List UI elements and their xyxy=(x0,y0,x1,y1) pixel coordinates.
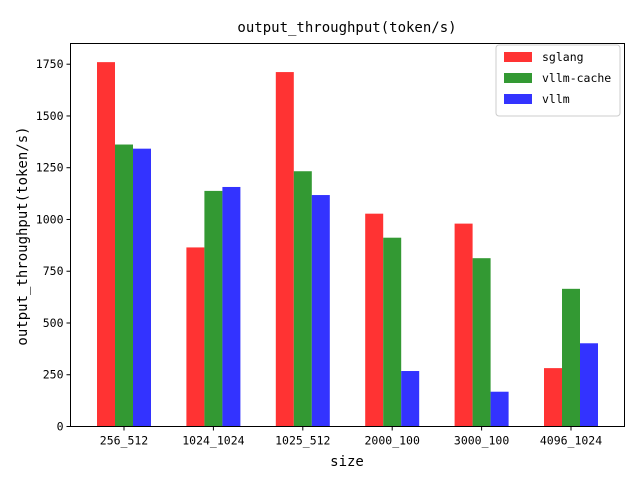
legend-label-vllm-cache: vllm-cache xyxy=(542,71,611,85)
y-tick-label: 1250 xyxy=(36,161,64,175)
y-tick-label: 1000 xyxy=(36,212,64,226)
y-tick-label: 1500 xyxy=(36,109,64,123)
x-tick-label: 1024_1024 xyxy=(182,434,244,448)
legend-swatch-vllm-cache xyxy=(504,73,532,83)
legend-label-vllm: vllm xyxy=(542,92,570,106)
y-tick-label: 500 xyxy=(43,316,64,330)
chart-title: output_throughput(token/s) xyxy=(237,20,456,36)
bar-vllm-2000_100 xyxy=(401,371,420,427)
legend: sglang vllm-cache vllm xyxy=(495,44,621,117)
bar-sglang-1024_1024 xyxy=(186,247,205,427)
bar-sglang-2000_100 xyxy=(365,213,384,427)
bar-vllm-cache-4096_1024 xyxy=(562,288,580,427)
bars-layer xyxy=(97,62,598,427)
bar-vllm-4096_1024 xyxy=(580,343,598,427)
y-axis-label: output_throughput(token/s) xyxy=(15,126,31,345)
x-tick-label: 2000_100 xyxy=(365,434,420,448)
plot-frame xyxy=(70,43,625,427)
x-tick-label: 256_512 xyxy=(100,434,148,448)
bar-sglang-256_512 xyxy=(97,62,115,427)
y-tick-label: 1750 xyxy=(36,57,64,71)
bar-vllm-3000_100 xyxy=(490,391,509,427)
bar-vllm-1024_1024 xyxy=(222,186,241,427)
bar-vllm-1025_512 xyxy=(311,195,330,427)
bar-vllm-cache-2000_100 xyxy=(383,237,402,427)
y-tick-label: 750 xyxy=(43,264,64,278)
y-tick-label: 250 xyxy=(43,368,64,382)
bar-vllm-cache-1024_1024 xyxy=(204,190,223,427)
legend-label-sglang: sglang xyxy=(542,50,584,64)
legend-swatch-sglang xyxy=(504,52,532,62)
bar-vllm-cache-256_512 xyxy=(115,144,133,427)
bar-vllm-cache-1025_512 xyxy=(293,171,312,427)
x-tick-label: 4096_1024 xyxy=(540,434,602,448)
x-axis-ticks: 256_512 1024_1024 1025_512 2000_100 3000_100… xyxy=(100,426,602,448)
y-axis-ticks: 0 250 500 750 1000 1250 1500 1750 xyxy=(36,57,71,434)
bar-vllm-cache-3000_100 xyxy=(472,258,491,427)
legend-swatch-vllm xyxy=(504,94,532,104)
x-tick-label: 3000_100 xyxy=(454,434,509,448)
bar-sglang-1025_512 xyxy=(275,72,294,427)
x-axis-label: size xyxy=(330,454,364,470)
y-tick-label: 0 xyxy=(57,420,64,434)
bar-vllm-256_512 xyxy=(133,148,151,427)
bar-sglang-3000_100 xyxy=(454,223,473,427)
bar-sglang-4096_1024 xyxy=(544,368,562,427)
x-tick-label: 1025_512 xyxy=(275,434,330,448)
